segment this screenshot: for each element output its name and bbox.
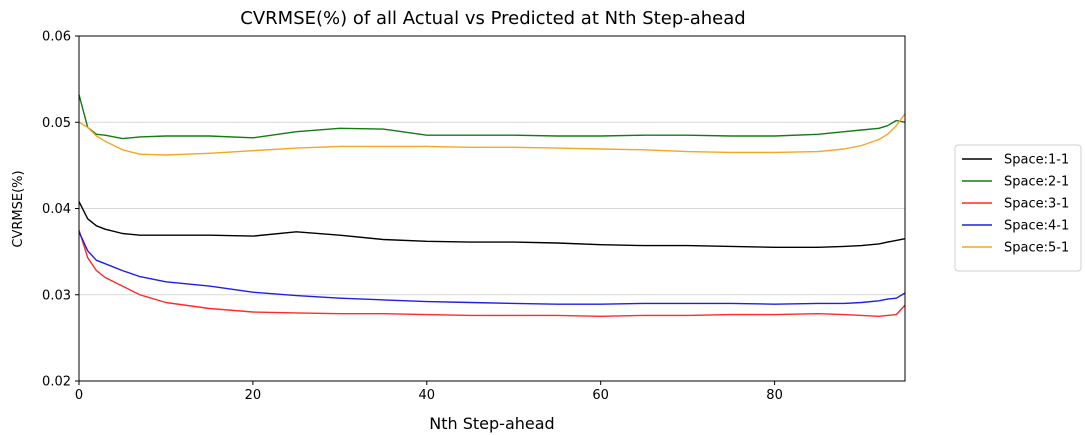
series-line-space-2-1 xyxy=(78,94,906,140)
x-tick-label: 80 xyxy=(766,388,783,403)
y-tick-label: 0.06 xyxy=(42,30,71,45)
y-axis-label: CVRMSE(%) xyxy=(11,170,26,247)
legend-label: Space:1-1 xyxy=(1004,153,1069,168)
x-axis-ticks: 0 20 40 60 80 xyxy=(75,381,783,403)
y-tick-label: 0.05 xyxy=(42,116,71,131)
series-line-space-1-1 xyxy=(78,201,906,249)
legend-label: Space:2-1 xyxy=(1004,175,1069,190)
x-axis-label: Nth Step-ahead xyxy=(429,414,554,433)
y-tick-label: 0.03 xyxy=(42,288,71,303)
y-tick-label: 0.02 xyxy=(42,375,71,390)
y-axis-ticks: 0.02 0.03 0.04 0.05 0.06 xyxy=(42,30,79,390)
legend-label: Space:4-1 xyxy=(1004,219,1069,234)
series-line-space-3-1 xyxy=(78,229,906,317)
series-lines xyxy=(78,94,906,317)
series-line-space-5-1 xyxy=(78,113,906,156)
legend-label: Space:5-1 xyxy=(1004,241,1069,256)
chart-title: CVRMSE(%) of all Actual vs Predicted at … xyxy=(240,8,745,29)
series-line-space-4-1 xyxy=(78,231,906,305)
x-tick-label: 60 xyxy=(592,388,609,403)
legend-label: Space:3-1 xyxy=(1004,197,1069,212)
x-tick-label: 40 xyxy=(419,388,436,403)
grid-lines xyxy=(79,121,905,296)
x-tick-label: 20 xyxy=(245,388,262,403)
y-tick-label: 0.04 xyxy=(42,202,71,217)
legend-frame xyxy=(954,144,1082,272)
legend: Space:1-1 Space:2-1 Space:3-1 Space:4-1 Spac… xyxy=(954,144,1082,272)
x-tick-label: 0 xyxy=(75,388,83,403)
